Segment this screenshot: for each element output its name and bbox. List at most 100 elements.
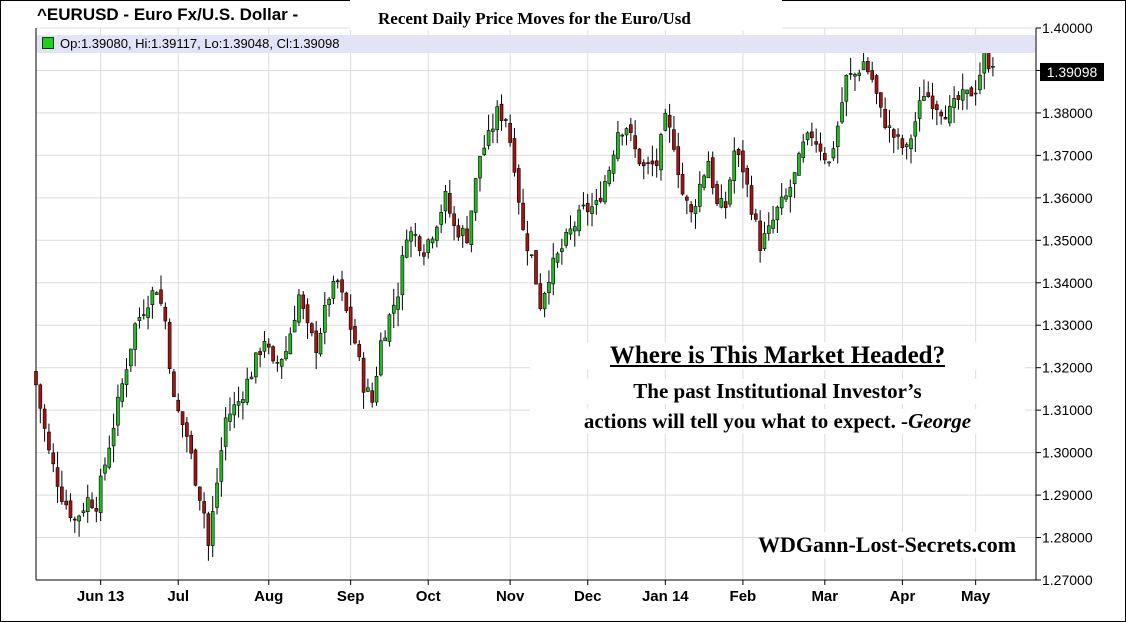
candle-up: [719, 198, 724, 208]
candle-up: [551, 257, 556, 285]
candle-down: [818, 143, 823, 152]
candle-down: [353, 326, 357, 344]
candle-up: [154, 292, 159, 295]
candle-up: [702, 175, 706, 188]
candle-down: [38, 384, 43, 409]
candle-up: [292, 319, 297, 333]
candle-down: [55, 467, 60, 487]
y-tick-label: 1.34000: [1042, 275, 1093, 291]
candle-down: [930, 95, 935, 109]
candle-up: [922, 95, 926, 101]
candle-up: [840, 102, 844, 123]
candle-up: [383, 337, 387, 342]
candle-down: [370, 390, 375, 403]
candle-up: [659, 134, 663, 171]
candle-down: [939, 111, 943, 117]
candle-up: [288, 333, 293, 355]
candle-up: [495, 106, 500, 131]
y-tick-label: 1.37000: [1042, 147, 1093, 163]
candle-up: [792, 172, 797, 185]
candle-down: [685, 196, 689, 201]
candle-down: [521, 202, 525, 230]
candle-down: [891, 129, 896, 138]
candle-down: [60, 486, 64, 502]
candle-down: [598, 197, 603, 202]
candle-up: [611, 154, 616, 174]
candle-up: [137, 317, 142, 321]
chart-title: Recent Daily Price Moves for the Euro/Us…: [350, 0, 782, 30]
y-tick-label: 1.36000: [1042, 190, 1093, 206]
candle-up: [215, 482, 219, 508]
candle-up: [318, 332, 323, 355]
up-candle-swatch-icon: [42, 37, 54, 49]
candle-down: [986, 50, 991, 70]
candle-down: [340, 279, 344, 293]
candle-down: [266, 343, 271, 348]
candle-up: [77, 515, 81, 522]
candle-up: [327, 299, 331, 305]
candle-down: [646, 162, 650, 164]
candle-down: [926, 92, 931, 97]
y-tick-label: 1.27000: [1042, 572, 1093, 588]
candle-up: [478, 156, 482, 179]
candle-up: [133, 323, 137, 350]
y-tick-label: 1.32000: [1042, 360, 1093, 376]
candle-up: [965, 89, 969, 94]
x-tick-label: Jul: [167, 588, 189, 605]
x-tick-label: Jan 14: [642, 588, 689, 605]
candle-down: [159, 289, 163, 304]
candle-up: [762, 233, 767, 249]
candle-up: [771, 219, 775, 229]
candle-down: [189, 434, 193, 454]
candle-up: [124, 369, 129, 385]
candle-up: [284, 351, 288, 360]
candle-up: [396, 296, 400, 310]
candle-up: [909, 138, 913, 150]
candle-down: [723, 201, 728, 209]
candle-up: [322, 305, 327, 333]
candle-up: [917, 100, 922, 119]
candle-down: [672, 129, 676, 150]
candle-up: [469, 210, 474, 245]
candle-up: [797, 153, 801, 176]
candle-up: [913, 121, 918, 137]
candle-down: [822, 153, 827, 161]
candle-up: [81, 510, 86, 514]
candle-down: [422, 252, 426, 257]
candle-up: [435, 226, 439, 241]
candle-up: [835, 125, 840, 148]
candle-down: [749, 185, 754, 215]
candle-up: [560, 248, 564, 252]
candle-up: [788, 187, 793, 197]
candle-up: [947, 106, 952, 124]
candle-up: [861, 61, 866, 70]
candle-up: [331, 280, 336, 299]
candle-up: [581, 204, 586, 207]
candle-down: [848, 73, 853, 75]
candle-up: [275, 361, 280, 364]
candle-up: [784, 195, 788, 200]
candle-down: [814, 141, 818, 145]
candle-down: [680, 173, 685, 195]
candle-up: [594, 200, 599, 205]
candle-down: [64, 500, 68, 506]
candle-up: [430, 238, 435, 244]
candle-down: [172, 371, 176, 398]
candle-up: [960, 89, 965, 101]
candle-down: [758, 220, 762, 251]
candle-down: [90, 499, 94, 508]
annotation-line1: The past Institutional Investor’s: [530, 379, 1025, 404]
candle-down: [301, 294, 306, 309]
candle-up: [482, 147, 487, 155]
candle-up: [978, 74, 982, 91]
candle-down: [193, 449, 198, 486]
candle-up: [693, 206, 698, 214]
candle-up: [146, 307, 150, 318]
candle-up: [409, 231, 413, 242]
x-tick-label: Aug: [254, 588, 283, 605]
candle-down: [896, 134, 900, 137]
plot-area: [36, 28, 1036, 580]
candle-up: [766, 225, 771, 234]
candle-up: [254, 352, 258, 378]
